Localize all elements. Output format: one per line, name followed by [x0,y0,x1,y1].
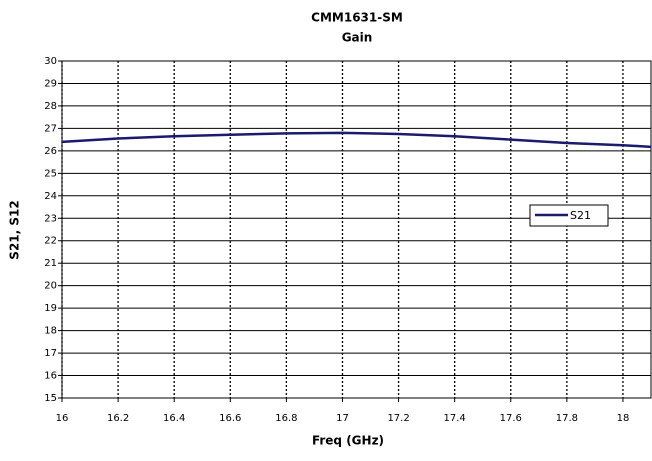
y-tick-label: 28 [44,101,57,112]
y-tick-label: 26 [44,146,57,157]
y-tick-label: 18 [44,326,57,337]
legend-label: S21 [570,209,591,222]
y-tick-label: 27 [44,123,57,134]
x-tick-label: 16.2 [107,413,129,424]
chart-subtitle: Gain [342,31,373,45]
y-tick-label: 24 [44,191,57,202]
y-axis-label: S21, S12 [8,200,22,259]
y-tick-label: 19 [44,303,57,314]
plot-border [61,60,652,399]
x-tick-label: 16.4 [163,413,185,424]
y-tick-label: 16 [44,371,57,382]
chart-title: CMM1631-SM [311,11,403,25]
x-tick-label: 17.6 [500,413,522,424]
x-tick-label: 18 [617,413,630,424]
y-tick-label: 29 [44,78,57,89]
x-tick-label: 17.8 [556,413,578,424]
data-line [61,131,652,149]
y-tick-label: 17 [44,348,57,359]
x-tick-label: 17.4 [444,413,466,424]
y-tick-label: 20 [44,281,57,292]
y-tick-label: 15 [44,393,57,404]
x-tick-label: 16.8 [275,413,297,424]
x-tick-label: 16.6 [219,413,241,424]
x-tick-label: 16 [56,413,69,424]
y-tick-label: 25 [44,168,57,179]
x-tick-label: 17 [336,413,349,424]
y-tick-label: 21 [44,258,57,269]
legend-box [529,204,609,227]
y-tick-label: 30 [44,56,57,67]
y-tick-label: 23 [44,213,57,224]
x-axis-label: Freq (GHz) [312,434,384,448]
x-tick-label: 17.2 [387,413,409,424]
y-tick-label: 22 [44,236,57,247]
